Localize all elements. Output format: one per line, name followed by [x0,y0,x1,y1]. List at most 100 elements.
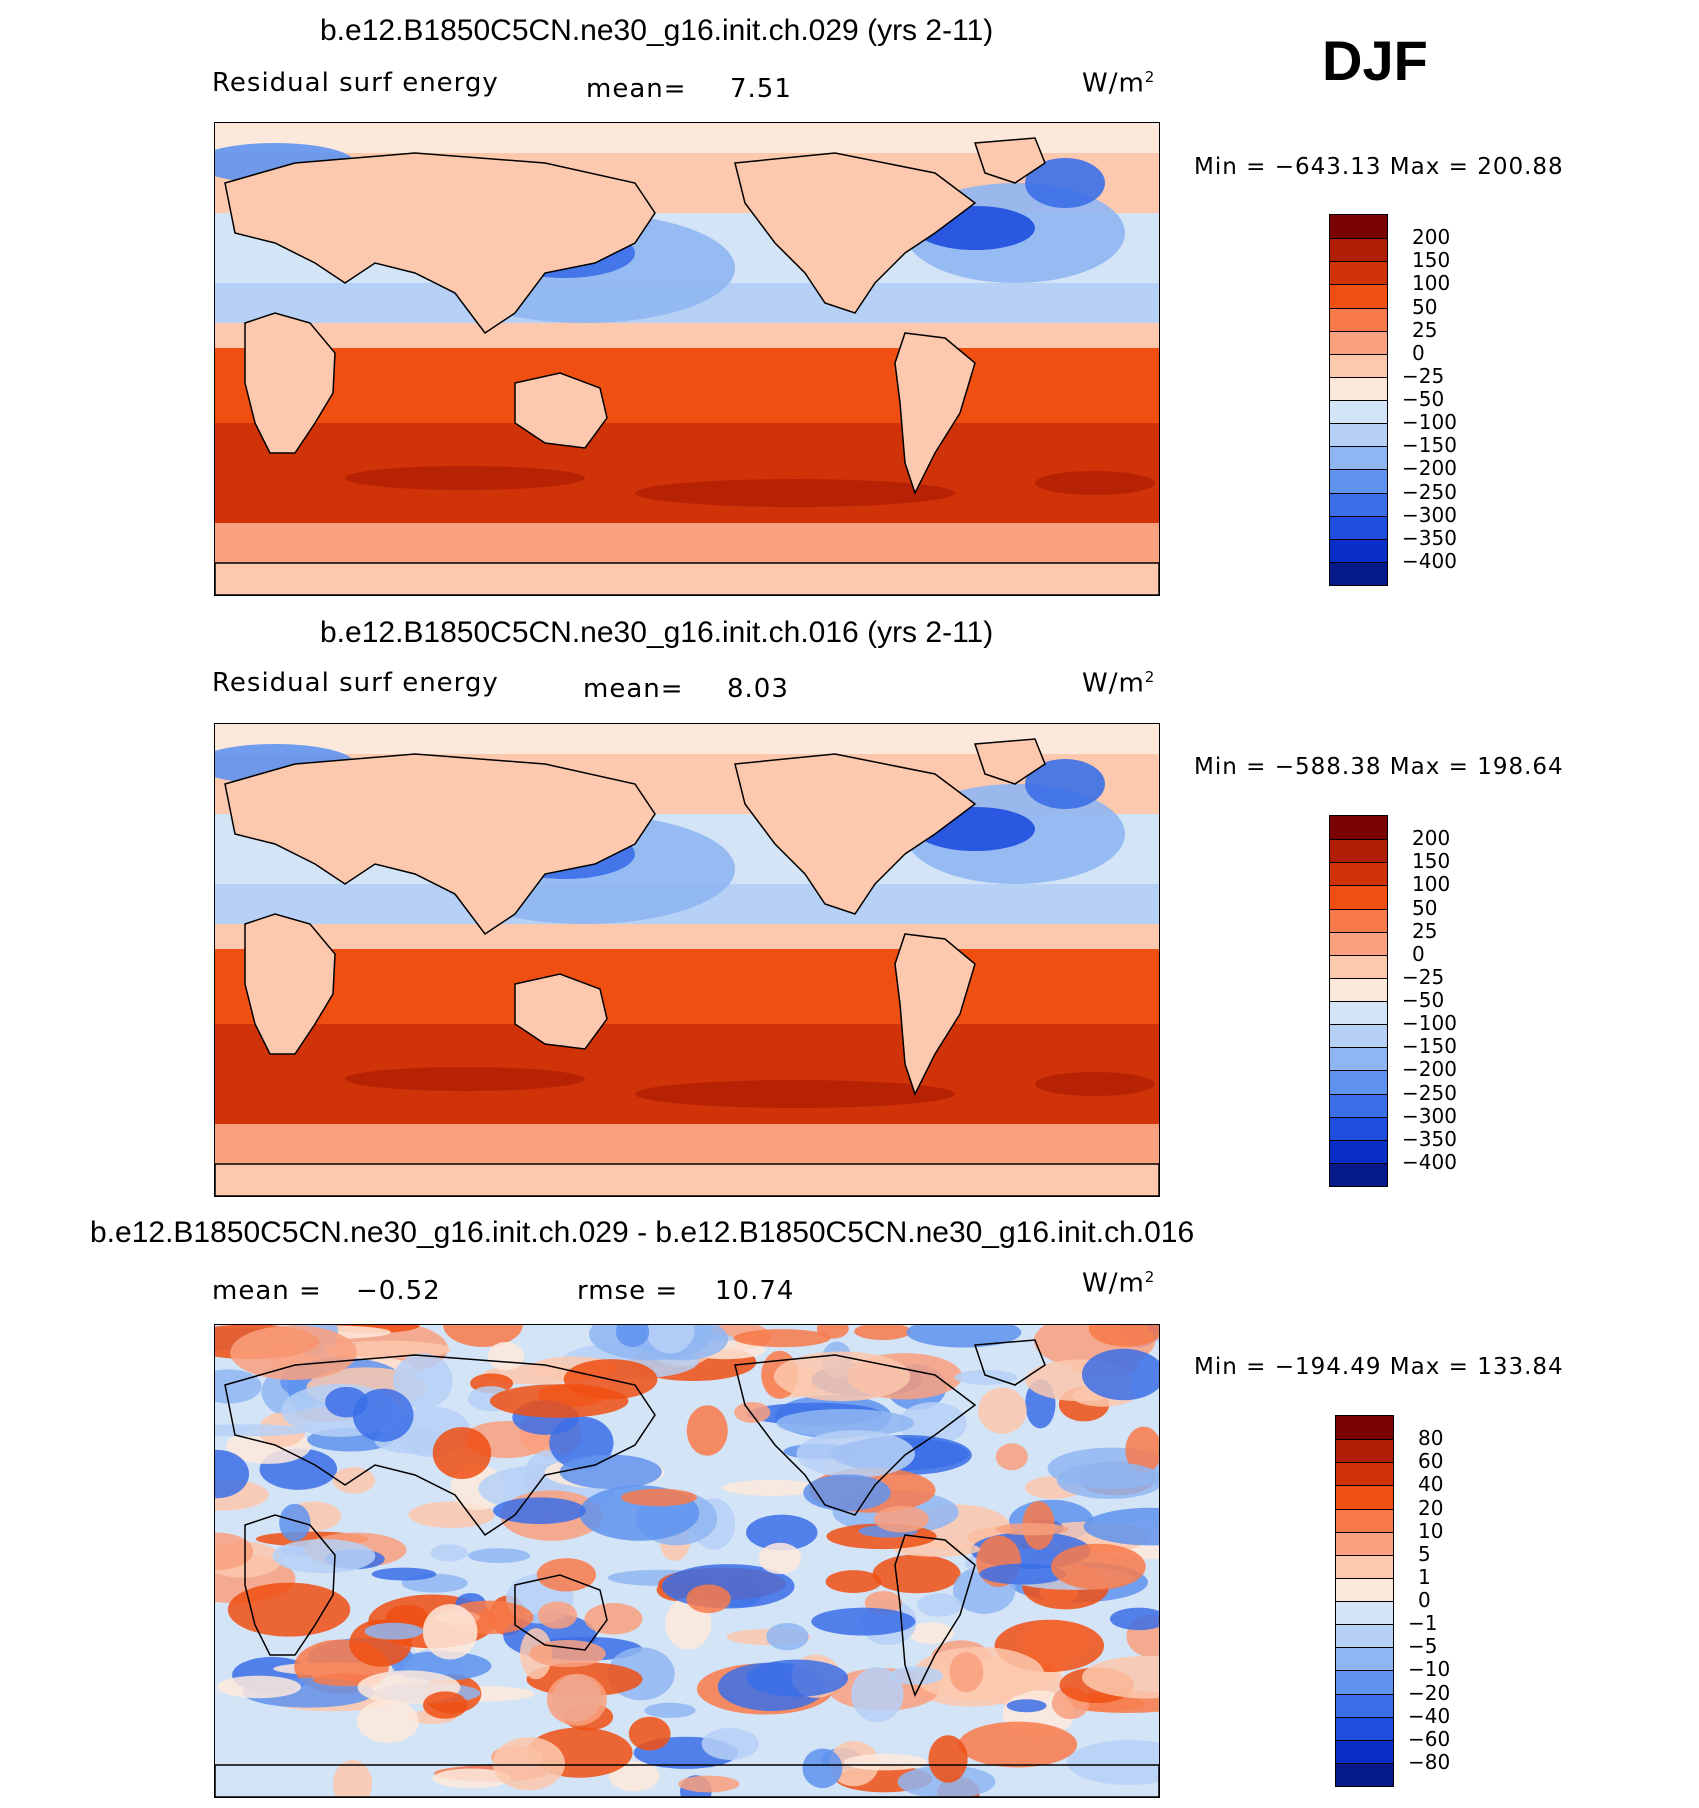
panel-1-variable: Residual surf energy [212,68,499,98]
map-canvas [215,1325,1159,1797]
colorbar-segment [1330,1162,1387,1186]
colorbar-segment [1330,816,1387,840]
colorbar-segment [1330,1093,1387,1117]
colorbar-label: 25 [1412,317,1438,342]
colorbar-label: −350 [1402,525,1457,550]
colorbar-label: −150 [1402,433,1457,458]
colorbar-segment [1336,1693,1393,1717]
colorbar-label: −40 [1408,1703,1451,1728]
colorbar-label: 100 [1412,271,1451,296]
colorbar-segment [1330,1001,1387,1025]
colorbar-label: −300 [1402,1103,1457,1128]
colorbar-segment [1330,492,1387,516]
colorbar-segment [1330,1024,1387,1048]
colorbar-segment [1336,1716,1393,1740]
colorbar-label: 5 [1418,1541,1431,1566]
panel-3-colorbar [1335,1415,1394,1787]
colorbar-segment [1330,261,1387,285]
colorbar-segment [1330,353,1387,377]
colorbar-segment [1330,515,1387,539]
colorbar-label: −350 [1402,1126,1457,1151]
colorbar-segment [1330,446,1387,470]
colorbar-segment [1330,977,1387,1001]
colorbar-label: −60 [1408,1726,1451,1751]
colorbar-segment [1330,561,1387,585]
colorbar-label: 200 [1412,225,1451,250]
panel-3-title: b.e12.B1850C5CN.ne30_g16.init.ch.029 - b… [90,1216,1195,1249]
panel-3-rmse-value: 10.74 [715,1276,795,1306]
colorbar-segment [1330,376,1387,400]
colorbar-segment [1330,931,1387,955]
colorbar-segment [1330,215,1387,239]
colorbar-segment [1336,1739,1393,1763]
colorbar-label: −300 [1402,502,1457,527]
colorbar-segment [1336,1485,1393,1509]
colorbar-segment [1336,1554,1393,1578]
colorbar-label: −400 [1402,548,1457,573]
colorbar-label: 25 [1412,918,1438,943]
map-canvas [215,123,1159,595]
panel-2-mean-value: 8.03 [727,674,789,704]
colorbar-label: −50 [1402,387,1445,411]
colorbar-label: 80 [1418,1426,1444,1451]
colorbar-label: 60 [1418,1449,1444,1474]
panel-1-mean-label: mean= [586,74,687,104]
colorbar-label: −200 [1402,456,1457,481]
colorbar-segment [1336,1647,1393,1671]
colorbar-segment [1330,839,1387,863]
colorbar-segment [1330,423,1387,447]
colorbar-label: 20 [1418,1495,1444,1520]
colorbar-segment [1336,1531,1393,1555]
colorbar-label: 150 [1412,248,1451,273]
panel-3-rmse-label: rmse = [577,1276,679,1306]
season-label: DJF [1322,29,1428,92]
map-canvas [215,724,1159,1196]
colorbar-segment [1330,908,1387,932]
colorbar-label: 1 [1418,1564,1431,1589]
colorbar-segment [1336,1416,1393,1440]
colorbar-label: −20 [1408,1680,1451,1705]
colorbar-segment [1330,284,1387,308]
colorbar-label: 10 [1418,1518,1444,1543]
colorbar-segment [1336,1439,1393,1463]
colorbar-label: −400 [1402,1149,1457,1174]
colorbar-label: 0 [1412,941,1425,966]
colorbar-segment [1330,1139,1387,1163]
colorbar-label: −50 [1402,988,1445,1012]
panel-2-title: b.e12.B1850C5CN.ne30_g16.init.ch.016 (yr… [320,616,994,649]
panel-1-colorbar [1329,214,1388,586]
colorbar-segment [1330,862,1387,886]
colorbar-label: −150 [1402,1034,1457,1059]
colorbar-segment [1336,1624,1393,1648]
colorbar-label: −25 [1402,363,1445,388]
colorbar-segment [1330,400,1387,424]
colorbar-label: 0 [1412,340,1425,365]
panel-1-mean-value: 7.51 [730,74,792,104]
colorbar-label: 150 [1412,849,1451,874]
colorbar-label: 40 [1418,1472,1444,1497]
colorbar-segment [1330,1116,1387,1140]
colorbar-segment [1330,1070,1387,1094]
panel-3-map [214,1324,1160,1798]
colorbar-segment [1330,538,1387,562]
colorbar-label: −25 [1402,964,1445,989]
panel-1-title: b.e12.B1850C5CN.ne30_g16.init.ch.029 (yr… [320,14,994,47]
colorbar-label: −10 [1408,1657,1451,1682]
colorbar-segment [1336,1508,1393,1532]
colorbar-segment [1330,307,1387,331]
panel-2-map [214,723,1160,1197]
colorbar-label: 50 [1412,895,1438,920]
colorbar-label: 100 [1412,872,1451,897]
colorbar-label: −250 [1402,1080,1457,1105]
colorbar-label: 0 [1418,1588,1431,1612]
colorbar-segment [1336,1577,1393,1601]
panel-2-mean-label: mean= [583,674,684,704]
colorbar-segment [1336,1601,1393,1625]
colorbar-segment [1330,238,1387,262]
colorbar-label: −100 [1402,1011,1457,1036]
colorbar-segment [1336,1670,1393,1694]
panel-1-minmax: Min = −643.13 Max = 200.88 [1194,154,1564,180]
panel-1-units: W/m2 [1082,68,1156,99]
colorbar-label: −80 [1408,1749,1451,1774]
colorbar-segment [1330,1047,1387,1071]
